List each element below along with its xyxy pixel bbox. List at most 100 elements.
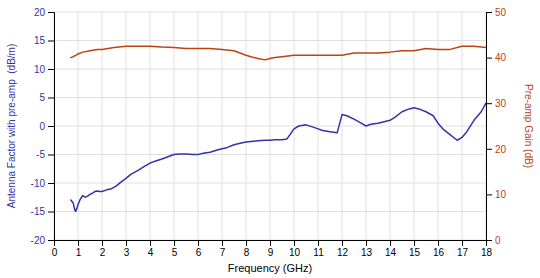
series-line: [71, 103, 486, 211]
tick-label: 4: [148, 247, 154, 258]
tick-label: 6: [196, 247, 202, 258]
tick-label: 13: [361, 247, 373, 258]
tick-label: 30: [495, 98, 507, 109]
grid: [54, 12, 486, 240]
grid-line: [54, 154, 486, 155]
tick-label: 5: [172, 247, 178, 258]
tick-label: -15: [31, 206, 46, 217]
tick-mark: [486, 12, 492, 13]
tick: 11: [313, 240, 324, 258]
tick-mark: [78, 240, 79, 246]
y2-axis-title: Pre-amp Gain (dB): [523, 84, 534, 168]
tick-mark: [48, 155, 54, 156]
tick-label: 14: [385, 247, 397, 258]
tick-mark: [48, 240, 54, 241]
x-axis-title: Frequency (GHz): [228, 262, 312, 274]
tick-label: 7: [220, 247, 226, 258]
tick-mark: [462, 240, 463, 246]
tick: 20: [34, 7, 54, 18]
tick: 10: [486, 189, 507, 200]
tick-label: -5: [36, 149, 45, 160]
tick: 0: [486, 235, 501, 246]
tick-mark: [318, 240, 319, 246]
tick-mark: [294, 240, 295, 246]
tick-label: 15: [409, 247, 421, 258]
tick: 5: [172, 240, 178, 258]
tick: 15: [34, 35, 54, 46]
tick-label: 10: [289, 247, 301, 258]
tick: 4: [148, 240, 154, 258]
tick-label: 50: [495, 7, 507, 18]
tick: 6: [196, 240, 202, 258]
tick-mark: [48, 126, 54, 127]
tick: 20: [486, 144, 507, 155]
tick-label: 11: [313, 247, 324, 258]
plot-area: [71, 46, 486, 211]
tick-mark: [246, 240, 247, 246]
tick-label: 15: [34, 35, 46, 46]
tick-label: 8: [244, 247, 250, 258]
tick-label: 9: [268, 247, 274, 258]
tick: 14: [385, 240, 397, 258]
y-axis-title: Antenna Factor with pre-amp (dB/m): [6, 44, 17, 209]
tick-mark: [414, 240, 415, 246]
tick-mark: [198, 240, 199, 246]
tick-mark: [48, 212, 54, 213]
tick: 17: [457, 240, 469, 258]
tick-label: 18: [481, 247, 493, 258]
tick-mark: [270, 240, 271, 246]
series-line: [71, 46, 486, 60]
grid-line: [54, 12, 486, 13]
tick-label: 0: [52, 247, 58, 258]
tick-label: 10: [495, 189, 507, 200]
tick-mark: [222, 240, 223, 246]
tick: -20: [31, 235, 54, 246]
tick-mark: [486, 58, 492, 59]
tick: 8: [244, 240, 250, 258]
tick: 0: [39, 121, 54, 132]
tick-label: 16: [433, 247, 445, 258]
tick-mark: [366, 240, 367, 246]
tick: -5: [36, 149, 54, 160]
grid-line: [54, 97, 486, 98]
tick-mark: [486, 103, 492, 104]
tick-mark: [102, 240, 103, 246]
tick-mark: [342, 240, 343, 246]
axis-line: [487, 13, 493, 241]
tick-mark: [150, 240, 151, 246]
tick: 0: [52, 240, 58, 258]
tick-label: 12: [337, 247, 349, 258]
tick-label: 0: [495, 235, 501, 246]
tick-mark: [48, 12, 54, 13]
grid-line: [54, 40, 486, 41]
axis: -20 -15 -10 -5 0 5 10 15 20: [31, 7, 55, 246]
tick-mark: [174, 240, 175, 246]
tick: 2: [100, 240, 106, 258]
tick: 13: [361, 240, 373, 258]
tick-mark: [48, 98, 54, 99]
tick: 1: [76, 240, 82, 258]
tick-mark: [390, 240, 391, 246]
tick-mark: [126, 240, 127, 246]
axis: 0 10 20 30 40 50: [486, 7, 507, 246]
tick-label: 17: [457, 247, 469, 258]
tick-label: 40: [495, 52, 507, 63]
tick-label: -10: [31, 178, 46, 189]
tick: 30: [486, 98, 507, 109]
grid-line: [54, 69, 486, 70]
tick: -15: [31, 206, 54, 217]
tick: 3: [124, 240, 130, 258]
tick: 10: [34, 64, 54, 75]
tick: 18: [481, 240, 493, 258]
tick: 40: [486, 52, 507, 63]
tick-mark: [486, 240, 492, 241]
tick: 9: [268, 240, 274, 258]
tick-mark: [48, 183, 54, 184]
tick-label: -20: [31, 235, 46, 246]
axis: 0123456789101112131415161718: [52, 240, 493, 258]
tick: 5: [39, 92, 54, 103]
tick-mark: [48, 69, 54, 70]
tick-mark: [48, 41, 54, 42]
tick-label: 0: [39, 121, 45, 132]
tick-label: 3: [124, 247, 130, 258]
